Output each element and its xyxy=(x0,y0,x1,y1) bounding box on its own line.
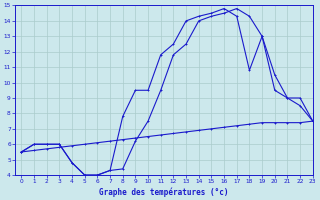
X-axis label: Graphe des températures (°c): Graphe des températures (°c) xyxy=(99,187,229,197)
